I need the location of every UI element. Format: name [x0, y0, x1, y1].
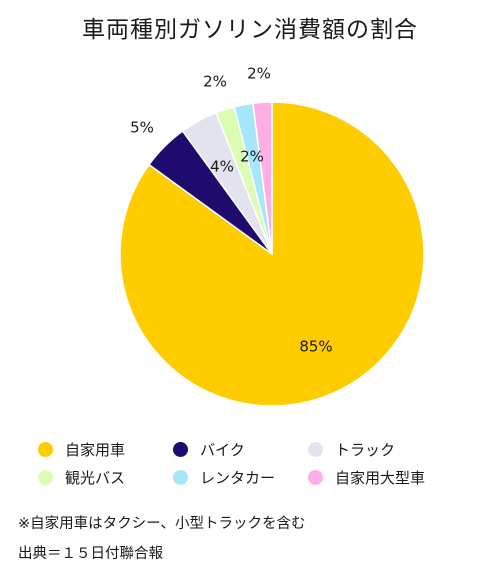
- legend-item: レンタカー: [173, 466, 308, 488]
- legend-label: 観光バス: [65, 468, 126, 487]
- legend-swatch: [308, 469, 323, 485]
- legend-label: 自家用大型車: [335, 468, 426, 487]
- source-note: 出典＝１５日付聯合報: [18, 546, 163, 562]
- slice-value-label: 85%: [299, 338, 332, 356]
- pie-chart: 85% 5% 4% 2% 2% 2%: [119, 65, 425, 407]
- legend-swatch: [173, 469, 188, 485]
- legend-item: 観光バス: [38, 466, 173, 488]
- footnote: ※自家用車はタクシー、小型トラックを含む: [18, 516, 306, 532]
- legend-item: 自家用大型車: [308, 466, 468, 488]
- legend-label: トラック: [335, 440, 396, 459]
- slice-value-label: 2%: [247, 65, 271, 83]
- slice-value-label: 4%: [210, 158, 234, 176]
- legend-label: 自家用車: [65, 440, 126, 459]
- legend-swatch: [308, 441, 323, 457]
- legend-label: レンタカー: [200, 468, 276, 487]
- chart-title: 車両種別ガソリン消費額の割合: [82, 17, 418, 43]
- legend-label: バイク: [200, 440, 245, 459]
- legend-swatch: [38, 441, 53, 457]
- legend-item: 自家用車: [38, 438, 173, 460]
- slice-value-label: 2%: [240, 148, 264, 166]
- slice-value-label: 2%: [203, 73, 227, 91]
- legend-swatch: [173, 441, 188, 457]
- slice-value-label: 5%: [130, 119, 154, 137]
- legend-item: トラック: [308, 438, 468, 460]
- legend-item: バイク: [173, 438, 308, 460]
- legend-swatch: [38, 469, 53, 485]
- chart-legend: 自家用車 バイク トラック観光バス レンタカー 自家用大型車: [38, 438, 478, 488]
- pie-slice-6: [252, 101, 273, 255]
